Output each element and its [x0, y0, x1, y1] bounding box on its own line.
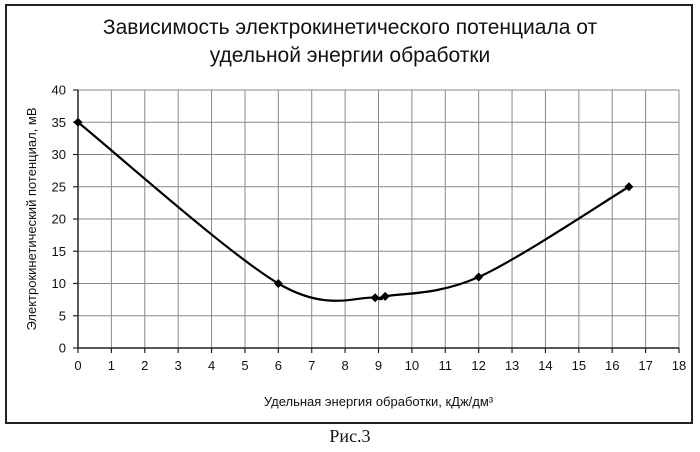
x-tick-label: 7: [308, 358, 315, 373]
x-tick-label: 2: [141, 358, 148, 373]
x-tick-label: 0: [74, 358, 81, 373]
y-tick-label: 25: [52, 179, 66, 194]
x-tick-label: 6: [275, 358, 282, 373]
x-tick-label: 18: [672, 358, 686, 373]
data-point-marker: [474, 273, 483, 282]
y-tick-label: 10: [52, 276, 66, 291]
x-tick-label: 5: [241, 358, 248, 373]
y-tick-label: 20: [52, 212, 66, 227]
series-layer: [74, 118, 634, 302]
x-tick-label: 4: [208, 358, 215, 373]
figure-caption: Рис.3: [0, 426, 700, 447]
y-tick-label: 5: [59, 308, 66, 323]
x-tick-label: 3: [175, 358, 182, 373]
chart-grid: [78, 90, 679, 348]
x-tick-label: 14: [538, 358, 552, 373]
x-tick-label: 11: [439, 358, 453, 373]
y-tick-label: 15: [52, 244, 66, 259]
chart-axes: [73, 90, 679, 353]
y-tick-label: 40: [52, 83, 66, 98]
x-tick-label: 15: [572, 358, 586, 373]
x-tick-label: 13: [505, 358, 519, 373]
x-tick-label: 16: [605, 358, 619, 373]
y-tick-label: 0: [59, 341, 66, 356]
x-axis-label: Удельная энергия обработки, кДж/дм³: [264, 394, 494, 409]
x-tick-label: 12: [471, 358, 485, 373]
y-tick-label: 30: [52, 147, 66, 162]
x-tick-label: 8: [341, 358, 348, 373]
x-tick-label: 17: [638, 358, 652, 373]
y-tick-label: 35: [52, 115, 66, 130]
series-line: [78, 122, 629, 301]
x-tick-label: 1: [108, 358, 115, 373]
y-axis-label: Электрокинетический потенциал, мВ: [24, 108, 39, 331]
x-tick-label: 10: [405, 358, 419, 373]
x-tick-label: 9: [375, 358, 382, 373]
tick-labels: 0123456789101112131415161718051015202530…: [52, 83, 687, 374]
